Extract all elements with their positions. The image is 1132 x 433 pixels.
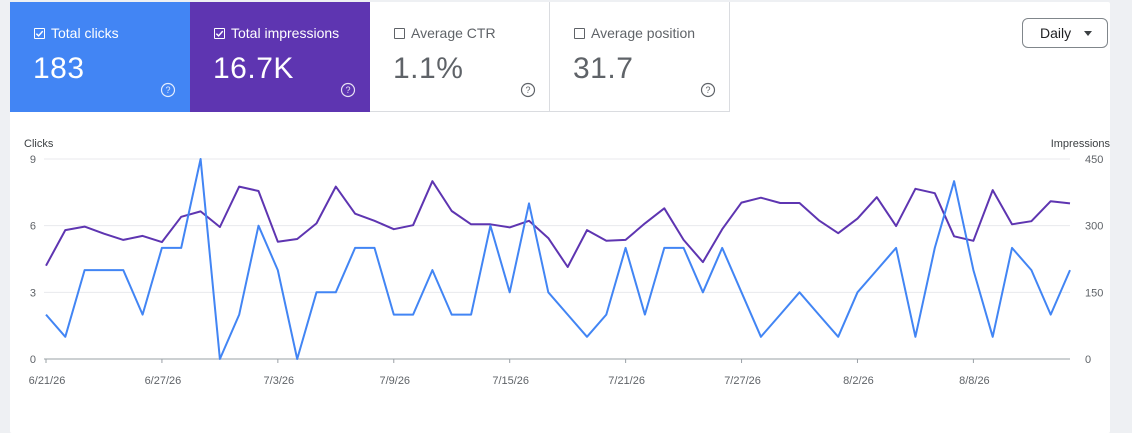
x-tick-label: 8/2/26 xyxy=(843,375,874,387)
checkbox-checked-icon[interactable] xyxy=(34,27,45,39)
y-right-tick-label: 300 xyxy=(1085,221,1103,233)
x-tick-label: 6/21/26 xyxy=(29,375,66,387)
metric-label: Total impressions xyxy=(231,25,340,41)
checkbox-unchecked-icon[interactable] xyxy=(394,27,405,39)
metric-value: 16.7K xyxy=(213,52,294,85)
metric-average-ctr[interactable]: Average CTR 1.1% ? xyxy=(370,2,550,112)
metric-total-clicks[interactable]: Total clicks 183 ? xyxy=(10,2,190,112)
metric-value: 1.1% xyxy=(393,52,464,85)
metric-value: 183 xyxy=(33,52,85,85)
x-tick-label: 7/15/26 xyxy=(492,375,529,387)
y-left-tick-label: 3 xyxy=(30,287,36,299)
svg-text:?: ? xyxy=(705,85,710,95)
x-tick-label: 7/21/26 xyxy=(608,375,645,387)
metric-label: Average CTR xyxy=(411,25,496,41)
x-tick-label: 7/3/26 xyxy=(264,375,295,387)
period-dropdown[interactable]: Daily xyxy=(1022,18,1108,48)
metric-total-impressions[interactable]: Total impressions 16.7K ? xyxy=(190,2,370,112)
y-right-tick-label: 150 xyxy=(1085,287,1103,299)
period-dropdown-label: Daily xyxy=(1040,25,1072,41)
metric-value: 31.7 xyxy=(573,52,634,85)
help-icon[interactable]: ? xyxy=(340,82,356,98)
caret-down-icon xyxy=(1084,31,1092,36)
metric-label: Total clicks xyxy=(51,25,119,41)
svg-text:?: ? xyxy=(165,85,170,95)
impressions-series-line xyxy=(45,180,1071,268)
checkbox-checked-icon[interactable] xyxy=(214,27,225,39)
y-left-tick-label: 9 xyxy=(30,154,36,166)
metric-average-position[interactable]: Average position 31.7 ? xyxy=(550,2,730,112)
y-left-axis-title: Clicks xyxy=(24,138,54,150)
x-tick-label: 6/27/26 xyxy=(145,375,182,387)
help-icon[interactable]: ? xyxy=(700,82,716,98)
svg-text:?: ? xyxy=(525,85,530,95)
performance-card: Total clicks 183 ? Total impressions 16.… xyxy=(10,2,1110,433)
checkbox-unchecked-icon[interactable] xyxy=(574,27,585,39)
y-left-tick-label: 6 xyxy=(30,221,36,233)
x-tick-label: 7/27/26 xyxy=(724,375,761,387)
y-right-tick-label: 450 xyxy=(1085,154,1103,166)
clicks-series-line xyxy=(45,158,1071,360)
performance-chart: 0 3 6 9 0 150 300 450 Clicks Impressions 6/21/26 6/… xyxy=(24,138,1110,387)
y-right-tick-label: 0 xyxy=(1085,354,1091,366)
help-icon[interactable]: ? xyxy=(520,82,536,98)
metric-label: Average position xyxy=(591,25,696,41)
x-tick-label: 7/9/26 xyxy=(379,375,410,387)
help-icon[interactable]: ? xyxy=(160,82,176,98)
y-right-axis-title: Impressions xyxy=(1051,138,1110,150)
y-left-tick-label: 0 xyxy=(30,354,36,366)
svg-text:?: ? xyxy=(345,85,350,95)
x-tick-label: 8/8/26 xyxy=(959,375,990,387)
